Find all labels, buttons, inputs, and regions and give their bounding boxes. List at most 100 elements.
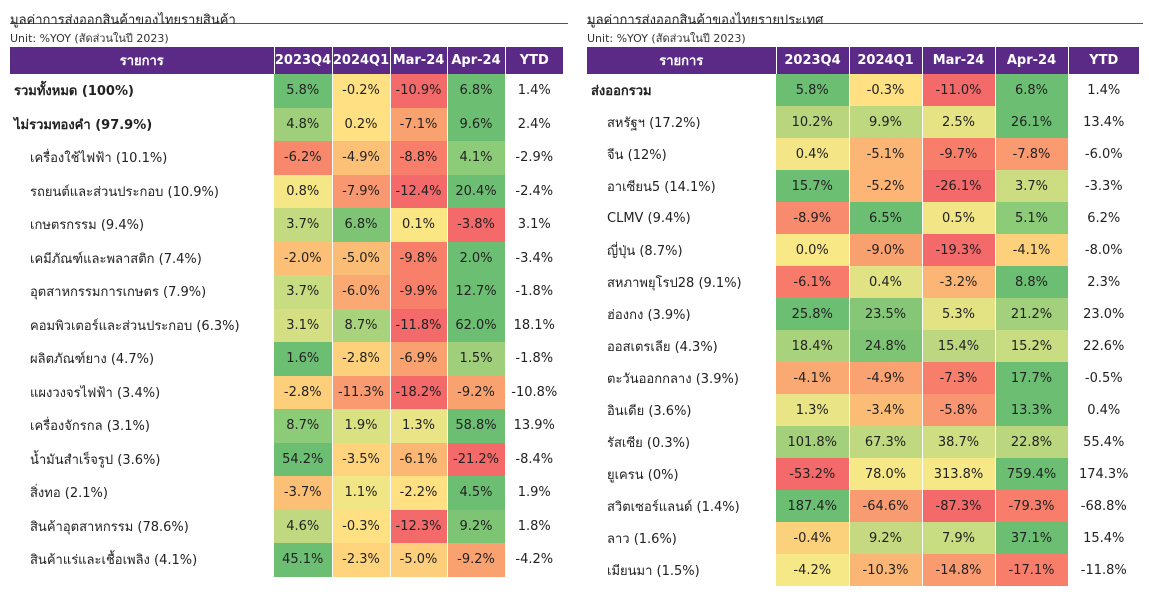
value-cell: -7.8% [995, 138, 1069, 170]
value-cell: 2.5% [922, 106, 996, 138]
value-cell: -6.1% [776, 266, 850, 298]
value-cell: -5.1% [849, 138, 923, 170]
row-label: สหภาพยุโรป28 (9.1%) [607, 275, 742, 291]
value-cell: -3.8% [447, 208, 506, 242]
table-row: ฮ่องกง (3.9%) 25.8% 23.5% 5.3% 21.2% 23.0% [587, 298, 1139, 330]
row-label: รวมทั้งหมด (100%) [14, 84, 134, 100]
table-row: เครื่องจักรกล (3.1%) 8.7% 1.9% 1.3% 58.8% 13.… [10, 409, 563, 443]
row-label: รัสเซีย (0.3%) [607, 435, 691, 451]
row-label: รถยนต์และส่วนประกอบ (10.9%) [30, 184, 219, 200]
row-label: เคมีภัณฑ์และพลาสติก (7.4%) [30, 251, 202, 267]
value-cell: -5.0% [390, 543, 448, 577]
value-cell: 15.2% [995, 330, 1069, 362]
table-row: แผงวงจรไฟฟ้า (3.4%) -2.8% -11.3% -18.2% -9.2… [10, 375, 563, 409]
table-row: รถยนต์และส่วนประกอบ (10.9%) 0.8% -7.9% -12.… [10, 174, 563, 208]
row-label: จีน (12%) [607, 147, 667, 163]
ytd-cell: 2.4% [505, 107, 563, 141]
row-label: สินค้าอุตสาหกรรม (78.6%) [30, 519, 189, 535]
value-cell: 3.7% [995, 170, 1069, 202]
value-cell: 4.5% [447, 476, 506, 510]
value-cell: -9.2% [447, 543, 506, 577]
table-row: ออสเตรเลีย (4.3%) 18.4% 24.8% 15.4% 15.2% 22.… [587, 330, 1139, 362]
value-cell: 1.5% [447, 342, 506, 376]
value-cell: -10.9% [390, 74, 448, 108]
left-header-cell: 2024Q1 [332, 47, 391, 74]
value-cell: 62.0% [447, 308, 506, 342]
row-label: ผลิตภัณฑ์ยาง (4.7%) [30, 352, 155, 368]
value-cell: 0.0% [776, 234, 850, 266]
value-cell: -64.6% [849, 490, 923, 522]
value-cell: -6.1% [390, 442, 448, 476]
value-cell: 6.8% [447, 74, 506, 108]
value-cell: -0.2% [332, 74, 391, 108]
value-cell: -9.9% [390, 275, 448, 309]
value-cell: 0.4% [849, 266, 923, 298]
value-cell: -11.3% [332, 375, 391, 409]
value-cell: -9.7% [922, 138, 996, 170]
ytd-cell: 174.3% [1068, 458, 1139, 490]
right-header-cell: Apr-24 [995, 47, 1069, 74]
left-panel-unit: Unit: %YOY (สัดส่วนในปี 2023) [10, 32, 169, 45]
table-row: น้ำมันสำเร็จรูป (3.6%) 54.2% -3.5% -6.1% -21… [10, 442, 563, 476]
value-cell: -2.8% [332, 342, 391, 376]
table-row: สิ่งทอ (2.1%) -3.7% 1.1% -2.2% 4.5% 1.9% [10, 476, 563, 510]
table-row: สินค้าแร่และเชื้อเพลิง (4.1%) 45.1% -2.3% -… [10, 543, 563, 577]
left-header-cell: Apr-24 [447, 47, 506, 74]
value-cell: -19.3% [922, 234, 996, 266]
ytd-cell: -2.4% [505, 174, 563, 208]
value-cell: 101.8% [776, 426, 850, 458]
value-cell: -4.9% [849, 362, 923, 394]
value-cell: -5.0% [332, 241, 391, 275]
value-cell: 21.2% [995, 298, 1069, 330]
table-row: CLMV (9.4%) -8.9% 6.5% 0.5% 5.1% 6.2% [587, 202, 1139, 234]
value-cell: 9.2% [849, 522, 923, 554]
value-cell: -21.2% [447, 442, 506, 476]
value-cell: 8.8% [995, 266, 1069, 298]
value-cell: 1.3% [390, 409, 448, 443]
row-label: สวิตเซอร์แลนด์ (1.4%) [607, 499, 740, 515]
row-label: ลาว (1.6%) [607, 531, 677, 547]
value-cell: 6.8% [995, 74, 1069, 106]
value-cell: -3.7% [274, 476, 333, 510]
right-header-cell: Mar-24 [922, 47, 996, 74]
value-cell: 2.0% [447, 241, 506, 275]
value-cell: 1.1% [332, 476, 391, 510]
value-cell: 78.0% [849, 458, 923, 490]
ytd-cell: -8.0% [1068, 234, 1139, 266]
value-cell: -2.8% [274, 375, 333, 409]
ytd-cell: -68.8% [1068, 490, 1139, 522]
row-label: อุตสาหกรรมการเกษตร (7.9%) [30, 285, 207, 301]
table-row: สหภาพยุโรป28 (9.1%) -6.1% 0.4% -3.2% 8.8% 2.3… [587, 266, 1139, 298]
value-cell: 58.8% [447, 409, 506, 443]
ytd-cell: 0.4% [1068, 394, 1139, 426]
value-cell: -7.9% [332, 174, 391, 208]
value-cell: -26.1% [922, 170, 996, 202]
value-cell: 3.1% [274, 308, 333, 342]
table-row: รัสเซีย (0.3%) 101.8% 67.3% 38.7% 22.8% 55.4% [587, 426, 1139, 458]
value-cell: 187.4% [776, 490, 850, 522]
value-cell: 0.8% [274, 174, 333, 208]
value-cell: -11.0% [922, 74, 996, 106]
value-cell: -8.8% [390, 141, 448, 175]
table-row: ไม่รวมทองคำ (97.9%) 4.8% 0.2% -7.1% 9.6% 2.4% [10, 107, 563, 141]
value-cell: 313.8% [922, 458, 996, 490]
value-cell: 0.1% [390, 208, 448, 242]
ytd-cell: 6.2% [1068, 202, 1139, 234]
ytd-cell: 2.3% [1068, 266, 1139, 298]
table-row: ผลิตภัณฑ์ยาง (4.7%) 1.6% -2.8% -6.9% 1.5% -1.… [10, 342, 563, 376]
row-label: CLMV (9.4%) [607, 210, 691, 226]
value-cell: 9.9% [849, 106, 923, 138]
value-cell: 15.7% [776, 170, 850, 202]
value-cell: 4.8% [274, 107, 333, 141]
table-row: ตะวันออกกลาง (3.9%) -4.1% -4.9% -7.3% 17.7% -… [587, 362, 1139, 394]
right-panel-unit: Unit: %YOY (สัดส่วนในปี 2023) [587, 32, 746, 45]
ytd-cell: -2.9% [505, 141, 563, 175]
value-cell: -9.0% [849, 234, 923, 266]
ytd-cell: -1.8% [505, 342, 563, 376]
value-cell: 38.7% [922, 426, 996, 458]
table-row: ลาว (1.6%) -0.4% 9.2% 7.9% 37.1% 15.4% [587, 522, 1139, 554]
row-label: เครื่องใช้ไฟฟ้า (10.1%) [30, 151, 168, 167]
row-label: ออสเตรเลีย (4.3%) [607, 339, 718, 355]
value-cell: 17.7% [995, 362, 1069, 394]
left-header-cell: 2023Q4 [274, 47, 333, 74]
